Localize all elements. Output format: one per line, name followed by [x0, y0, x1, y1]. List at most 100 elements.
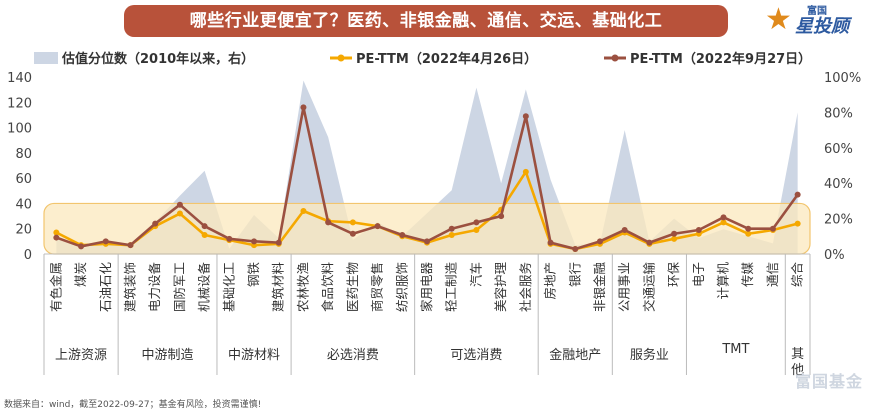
category-label: 电力设备: [147, 262, 162, 313]
category-label: 商贸零售: [370, 262, 385, 312]
pe-apr-point: [349, 219, 356, 226]
brand-logo: ★ 富国 星投顾: [755, 0, 865, 42]
legend-apr-marker: [337, 54, 345, 62]
pe-sep-point: [275, 239, 282, 246]
pe-sep-point: [424, 238, 430, 245]
pe-sep-point: [448, 225, 455, 232]
pe-apr-point: [176, 210, 183, 217]
pe-apr-point: [522, 168, 529, 175]
pe-sep-point: [78, 243, 85, 250]
y-left-tick: 100: [7, 122, 32, 137]
category-label: 社会服务: [518, 262, 533, 312]
y-left-tick: 60: [15, 172, 32, 187]
group-label: TMT: [721, 342, 749, 357]
category-label: 传媒: [740, 262, 755, 288]
group-label: 中游材料: [228, 348, 280, 363]
category-label: 纺织服饰: [394, 262, 409, 312]
pe-apr-point: [201, 232, 208, 239]
group-label: 金融地产: [549, 347, 601, 363]
pe-apr-point: [720, 219, 727, 226]
y-left-tick: 0: [24, 248, 32, 263]
y-left-tick: 140: [7, 71, 32, 86]
category-label: 银行: [567, 262, 582, 287]
pe-sep-point: [498, 213, 505, 220]
category-label: 农林牧渔: [295, 262, 310, 312]
star-icon: ★: [765, 2, 792, 37]
pe-sep-point: [547, 239, 554, 246]
pe-sep-point: [399, 232, 406, 239]
pe-sep-point: [152, 220, 159, 227]
pe-sep-point: [596, 238, 603, 245]
legend-area-swatch: [34, 52, 58, 64]
category-label: 交通运输: [641, 262, 656, 313]
category-label: 轻工制造: [444, 262, 459, 313]
category-label: 有色金属: [48, 262, 63, 312]
pe-sep-point: [127, 242, 134, 249]
category-label: 非银金融: [592, 262, 607, 313]
category-label: 环保: [666, 262, 681, 288]
chart-title: 哪些行业更便宜了？医药、非银金融、通信、交运、基础化工: [189, 11, 663, 31]
pe-sep-point: [102, 238, 109, 245]
pe-sep-point: [646, 239, 653, 246]
category-label: 医药生物: [345, 262, 360, 312]
category-label: 钢铁: [246, 262, 261, 288]
y-right-tick: 0%: [824, 248, 845, 263]
category-label: 综合: [790, 262, 805, 288]
group-label: 必选消费: [327, 348, 379, 363]
pe-apr-point: [448, 232, 455, 239]
pe-sep-point: [201, 223, 208, 230]
y-left-tick: 80: [15, 147, 32, 162]
category-label: 电子: [691, 262, 706, 287]
pe-sep-point: [621, 226, 628, 233]
legend-sep-marker: [611, 54, 619, 62]
y-right-tick: 20%: [824, 213, 853, 228]
category-label: 家用电器: [419, 262, 434, 313]
pe-sep-point: [794, 191, 801, 198]
pe-sep-point: [522, 113, 529, 120]
group-label: 其: [791, 347, 804, 362]
pe-sep-point: [473, 219, 480, 226]
pe-apr-point: [53, 229, 60, 236]
category-label: 汽车: [468, 262, 483, 287]
category-label: 公用事业: [617, 262, 632, 312]
pe-apr-point: [794, 220, 801, 227]
pe-apr-point: [300, 208, 307, 215]
y-right-tick: 80%: [824, 106, 853, 121]
pe-sep-point: [745, 225, 752, 232]
y-left-tick: 20: [15, 223, 32, 238]
category-label: 石油石化: [98, 262, 113, 313]
y-left-tick: 120: [7, 96, 32, 111]
y-right-tick: 60%: [824, 142, 853, 157]
pe-sep-point: [572, 245, 579, 252]
brand-line2: 星投顾: [795, 16, 849, 37]
legend-label-sep: PE-TTM（2022年9月27日）: [630, 51, 811, 67]
legend-label-percentile: 估值分位数（2010年以来，右）: [61, 51, 254, 67]
pe-sep-point: [176, 201, 183, 208]
pe-sep-point: [226, 235, 233, 242]
pe-sep-point: [325, 219, 332, 226]
y-right-tick: 100%: [824, 71, 861, 86]
pe-apr-point: [473, 226, 480, 233]
category-label: 煤炭: [73, 262, 88, 287]
category-label: 机械设备: [197, 262, 212, 313]
group-label: 中游制造: [142, 348, 194, 363]
group-label: 上游资源: [55, 348, 107, 363]
y-right-tick: 40%: [824, 177, 853, 192]
category-label: 房地产: [543, 262, 558, 300]
title-banner: 哪些行业更便宜了？医药、非银金融、通信、交运、基础化工: [124, 5, 728, 37]
group-label: 可选消费: [450, 348, 502, 363]
category-label: 美容护理: [493, 262, 508, 313]
pe-sep-point: [695, 226, 702, 233]
pe-sep-point: [53, 234, 60, 241]
pe-sep-point: [769, 225, 776, 232]
pe-sep-point: [349, 230, 356, 237]
category-label: 食品饮料: [320, 262, 335, 313]
source-note: 数据来自：wind，截至2022-09-27；基金有风险，投资需谨慎!: [4, 400, 262, 410]
pe-apr-point: [745, 230, 752, 237]
pe-sep-point: [671, 230, 678, 237]
category-label: 建筑装饰: [122, 262, 137, 312]
brand-line1: 富国: [807, 6, 827, 17]
pe-sep-point: [300, 104, 307, 111]
category-label: 国防军工: [172, 262, 187, 312]
